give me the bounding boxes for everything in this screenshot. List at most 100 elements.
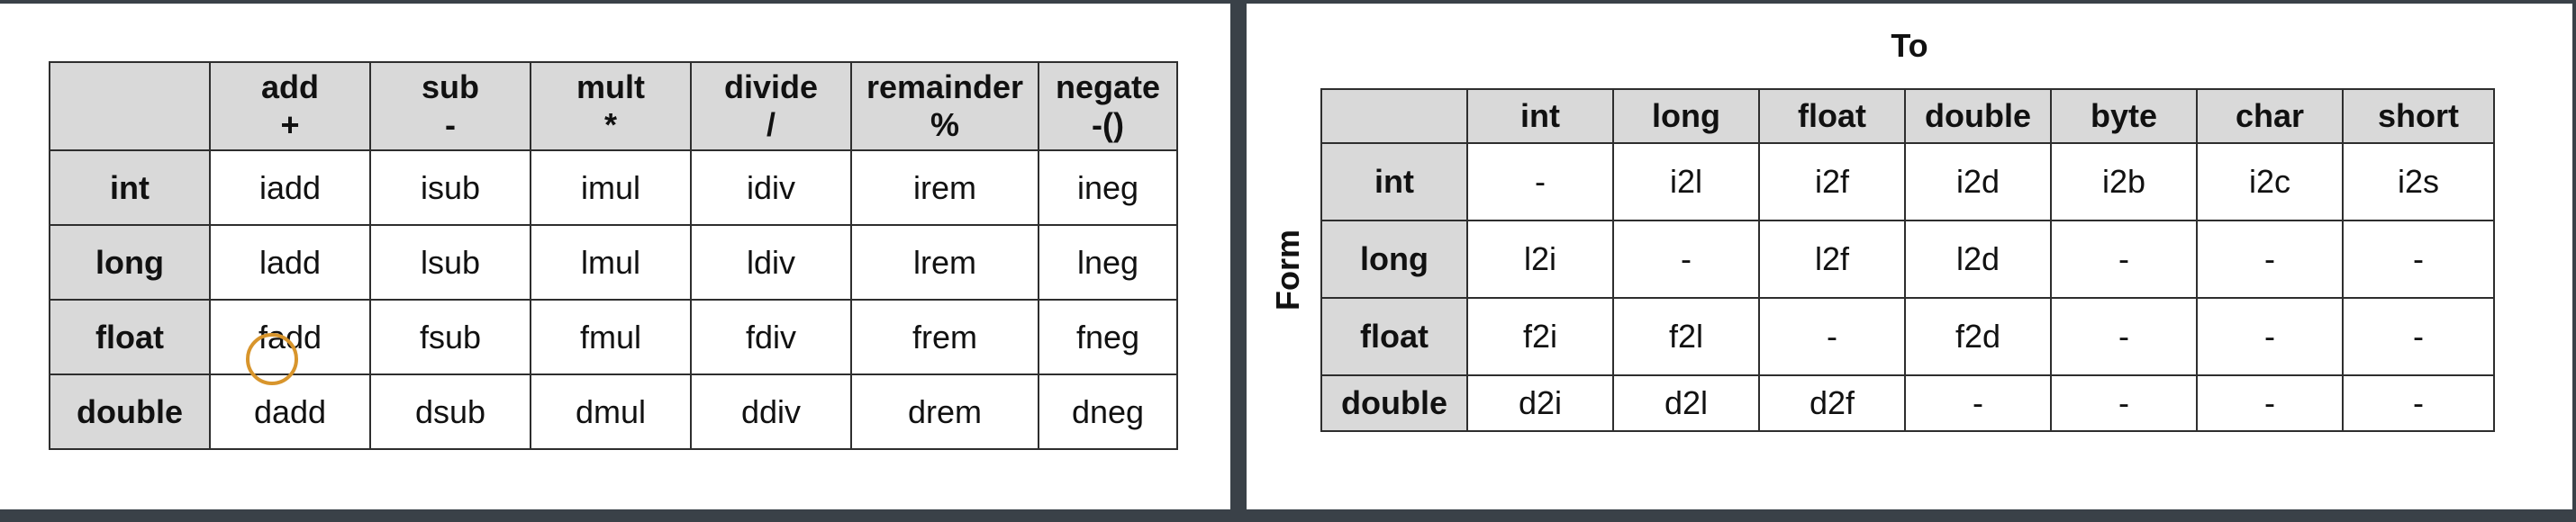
op-name: add (260, 68, 319, 105)
op-symbol: -() (1092, 106, 1124, 143)
row-header: long (49, 224, 211, 301)
table-cell: lsub (369, 224, 531, 301)
row-header: double (1320, 374, 1468, 432)
table-cell: lrem (850, 224, 1039, 301)
table-cell: - (2342, 374, 2495, 432)
table-cell: fadd (209, 299, 371, 375)
from-axis-label: Form (1269, 230, 1306, 310)
table-cell: d2l (1612, 374, 1760, 432)
table-cell: - (2050, 374, 2198, 432)
table-cell: imul (530, 149, 692, 226)
table-cell: f2d (1904, 297, 2052, 376)
table-cell: - (2050, 220, 2198, 299)
op-symbol: * (603, 106, 617, 143)
column-header: remainder% (850, 61, 1039, 151)
column-header: int (1466, 88, 1614, 144)
row-header: long (1320, 220, 1468, 299)
table-cell: isub (369, 149, 531, 226)
table-cell: idiv (690, 149, 852, 226)
row-header: int (49, 149, 211, 226)
table-row: long ladd lsub lmul ldiv lrem lneg (49, 224, 1178, 301)
column-header: negate -() (1038, 61, 1178, 151)
table-cell: ldiv (690, 224, 852, 301)
table-row: int iadd isub imul idiv irem ineg (49, 149, 1178, 226)
table-cell: - (1466, 142, 1614, 221)
op-symbol: % (930, 106, 959, 143)
table-cell: dmul (530, 374, 692, 450)
table-cell: i2b (2050, 142, 2198, 221)
table-cell: irem (850, 149, 1039, 226)
table-cell: - (2196, 220, 2344, 299)
table-cell: ladd (209, 224, 371, 301)
table-header-row: add + sub - mult * divide / remainder% negat… (49, 61, 1178, 151)
table-cell: d2f (1758, 374, 1906, 432)
table-cell: i2s (2342, 142, 2495, 221)
column-header: double (1904, 88, 2052, 144)
column-header: byte (2050, 88, 2198, 144)
table-cell: frem (850, 299, 1039, 375)
table-cell: i2f (1758, 142, 1906, 221)
op-name: remainder (866, 68, 1024, 105)
table-cell: i2d (1904, 142, 2052, 221)
table-cell: drem (850, 374, 1039, 450)
table-cell: i2l (1612, 142, 1760, 221)
table-header-row: int long float double byte char short (1320, 88, 2495, 144)
table-cell: l2f (1758, 220, 1906, 299)
table-cell: l2i (1466, 220, 1614, 299)
table-cell: l2d (1904, 220, 2052, 299)
table-cell: - (2050, 297, 2198, 376)
op-name: mult (576, 68, 645, 105)
column-header: mult * (530, 61, 692, 151)
op-symbol: / (766, 106, 776, 143)
table-row: double dadd dsub dmul ddiv drem dneg (49, 374, 1178, 450)
table-cell: ddiv (690, 374, 852, 450)
table-cell: dsub (369, 374, 531, 450)
table-cell: f2l (1612, 297, 1760, 376)
op-name: negate (1055, 68, 1161, 105)
table-cell: dneg (1038, 374, 1178, 450)
row-header: int (1320, 142, 1468, 221)
table-row: int - i2l i2f i2d i2b i2c i2s (1320, 142, 2495, 221)
table-row: double d2i d2l d2f - - - - (1320, 374, 2495, 432)
table-cell: - (2342, 220, 2495, 299)
op-name: sub (421, 68, 479, 105)
column-header: sub - (369, 61, 531, 151)
arithmetic-instruction-table: add + sub - mult * divide / remainder% negat… (49, 61, 1178, 450)
row-header: float (49, 299, 211, 375)
column-header: divide / (690, 61, 852, 151)
table-cell: d2i (1466, 374, 1614, 432)
table-cell: ineg (1038, 149, 1178, 226)
table-cell: - (1758, 297, 1906, 376)
table-cell: - (2196, 374, 2344, 432)
type-conversion-table: int long float double byte char short in… (1320, 88, 2495, 432)
table-cell: - (2196, 297, 2344, 376)
to-axis-label: To (1891, 27, 1928, 64)
table-cell: - (1904, 374, 2052, 432)
table-cell: lmul (530, 224, 692, 301)
table-cell: fdiv (690, 299, 852, 375)
column-header: add + (209, 61, 371, 151)
column-header: float (1758, 88, 1906, 144)
table-cell: dadd (209, 374, 371, 450)
table-cell: lneg (1038, 224, 1178, 301)
table-cell: f2i (1466, 297, 1614, 376)
column-header: char (2196, 88, 2344, 144)
table-row: float fadd fsub fmul fdiv frem fneg (49, 299, 1178, 375)
table-cell: - (2342, 297, 2495, 376)
table-cell: fsub (369, 299, 531, 375)
op-symbol: + (280, 106, 300, 143)
table-cell: i2c (2196, 142, 2344, 221)
row-header: double (49, 374, 211, 450)
column-header: long (1612, 88, 1760, 144)
table-row: long l2i - l2f l2d - - - (1320, 220, 2495, 299)
corner-cell (1320, 88, 1468, 144)
row-header: float (1320, 297, 1468, 376)
op-symbol: - (445, 106, 456, 143)
op-name: divide (723, 68, 819, 105)
table-cell: - (1612, 220, 1760, 299)
corner-cell (49, 61, 211, 151)
table-cell: iadd (209, 149, 371, 226)
table-cell: fmul (530, 299, 692, 375)
table-cell: fneg (1038, 299, 1178, 375)
column-header: short (2342, 88, 2495, 144)
